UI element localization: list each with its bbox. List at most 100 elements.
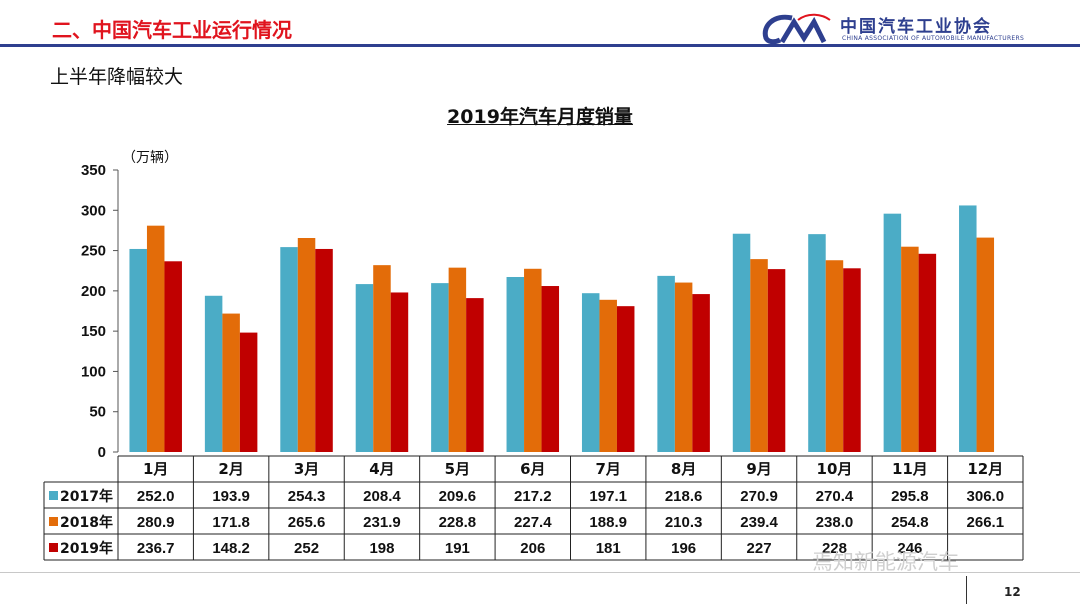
bar: [129, 248, 147, 452]
x-tick-label: 11月: [892, 460, 928, 478]
header-divider: [0, 44, 1080, 47]
caam-emblem-icon: [762, 13, 831, 45]
data-label: 210.3: [665, 514, 703, 531]
legend-label: 2017年: [60, 488, 113, 505]
x-tick-label: 4月: [369, 460, 394, 478]
x-tick-label: 6月: [520, 460, 545, 478]
data-label: 227: [747, 540, 772, 557]
x-tick-label: 2月: [218, 460, 243, 478]
chart-title: 2019年汽车月度销量: [0, 102, 1080, 129]
bar: [431, 283, 449, 452]
data-label: 188.9: [589, 514, 627, 531]
caam-logo: 中国汽车工业协会 CHINA ASSOCIATION OF AUTOMOBILE…: [760, 12, 1060, 46]
bar: [692, 294, 710, 452]
data-label: 227.4: [514, 514, 552, 531]
bar: [732, 233, 751, 452]
bar: [222, 313, 240, 452]
data-label: 239.4: [740, 514, 778, 531]
data-label: 252.0: [137, 488, 175, 505]
data-label: 270.4: [816, 488, 854, 505]
footer-separator: [966, 576, 967, 604]
data-label: 197.1: [589, 488, 627, 505]
bar: [918, 253, 937, 452]
y-tick-label: 200: [81, 283, 106, 300]
data-label: 238.0: [816, 514, 854, 531]
y-tick-label: 0: [98, 444, 106, 461]
section-title: 二、中国汽车工业运行情况: [52, 18, 292, 42]
bar: [581, 293, 600, 452]
data-label: 191: [445, 540, 470, 557]
bar: [315, 248, 333, 452]
x-tick-label: 7月: [595, 460, 620, 478]
data-label: 252: [294, 540, 319, 557]
data-label: 280.9: [137, 514, 175, 531]
data-label: 148.2: [212, 540, 250, 557]
data-label: 246: [897, 540, 922, 557]
y-tick-label: 350: [81, 162, 106, 179]
x-tick-label: 1月: [143, 460, 168, 478]
x-tick-label: 10月: [817, 460, 853, 478]
bar: [674, 282, 693, 452]
x-tick-label: 8月: [671, 460, 696, 478]
logo-chinese-name: 中国汽车工业协会: [840, 17, 992, 37]
legend-label: 2019年: [60, 540, 113, 557]
data-label: 306.0: [967, 488, 1005, 505]
bar: [355, 284, 374, 452]
data-label: 171.8: [212, 514, 250, 531]
bar: [843, 268, 861, 452]
bar: [297, 238, 316, 452]
bar: [825, 260, 844, 452]
watermark: 焉知新能源汽车: [812, 550, 959, 574]
bar: [448, 267, 467, 452]
bar: [164, 261, 182, 452]
data-label: 295.8: [891, 488, 929, 505]
bar: [616, 306, 635, 452]
data-label: 193.9: [212, 488, 250, 505]
x-tick-label: 3月: [294, 460, 319, 478]
x-tick-label: 5月: [445, 460, 470, 478]
bar: [883, 213, 902, 452]
y-tick-label: 100: [81, 363, 106, 380]
bar: [959, 205, 977, 452]
bar: [541, 286, 560, 452]
bar: [506, 276, 525, 452]
bar: [390, 292, 409, 452]
bar: [767, 269, 786, 452]
data-label: 228: [822, 540, 847, 557]
data-label: 198: [369, 540, 394, 557]
data-label: 266.1: [967, 514, 1005, 531]
bar: [239, 332, 258, 452]
bar: [808, 234, 826, 452]
x-tick-label: 9月: [746, 460, 771, 478]
data-label: 265.6: [288, 514, 326, 531]
slide-subtitle: 上半年降幅较大: [50, 66, 184, 88]
bar: [280, 247, 298, 452]
y-tick-label: 250: [81, 243, 106, 260]
bar: [146, 225, 165, 452]
legend-swatch: [49, 491, 58, 500]
data-label: 208.4: [363, 488, 401, 505]
bar: [524, 268, 542, 452]
y-tick-label: 50: [89, 404, 106, 421]
chart-title-text: 2019年汽车月度销量: [447, 106, 633, 128]
legend-label: 2018年: [60, 514, 113, 531]
bar: [750, 259, 768, 452]
y-unit-label: （万辆）: [122, 150, 178, 166]
data-label: 206: [520, 540, 545, 557]
y-tick-label: 150: [81, 323, 106, 340]
logo-english-name: CHINA ASSOCIATION OF AUTOMOBILE MANUFACT…: [842, 35, 1025, 42]
bar: [901, 246, 919, 452]
legend-swatch: [49, 543, 58, 552]
y-tick-label: 300: [81, 202, 106, 219]
data-label: 196: [671, 540, 696, 557]
bar: [373, 265, 391, 452]
data-label: 209.6: [439, 488, 477, 505]
data-label: 228.8: [439, 514, 477, 531]
data-label: 218.6: [665, 488, 703, 505]
bar: [466, 298, 484, 452]
data-label: 254.3: [288, 488, 326, 505]
data-label: 270.9: [740, 488, 778, 505]
bar: [599, 299, 617, 452]
data-label: 236.7: [137, 540, 175, 557]
